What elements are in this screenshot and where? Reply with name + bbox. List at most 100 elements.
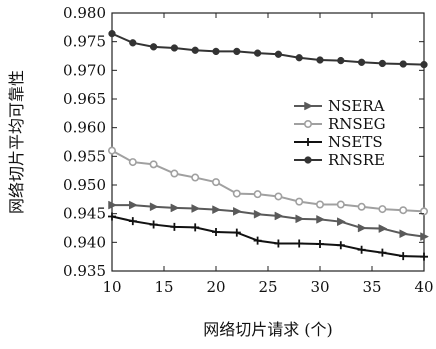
data-point-nsets (191, 223, 200, 232)
legend-label-rnsre: RNSRE (328, 151, 385, 169)
x-tick-label: 20 (206, 278, 225, 296)
data-point-rnseg (128, 158, 137, 167)
data-point-nsets (274, 239, 283, 248)
data-point-rnsre (316, 56, 324, 64)
data-point-nsera (191, 204, 201, 213)
data-point-rnseg (170, 169, 179, 178)
legend-marker-rnsre (304, 156, 312, 164)
legend-item-rnseg: RNSEG (294, 115, 386, 133)
data-point-rnsre (253, 49, 262, 57)
data-point-nsera (420, 232, 430, 242)
data-point-rnsre (108, 29, 116, 38)
data-point-rnsre (337, 56, 345, 65)
series-rnsre (108, 29, 428, 69)
series-line-rnseg (111, 149, 425, 213)
data-point-nsets (316, 240, 324, 249)
data-point-rnseg (191, 173, 200, 182)
legend-marker-nsets (304, 138, 312, 146)
data-point-rnsre (149, 43, 158, 51)
y-tick-label: 0.955 (63, 147, 106, 165)
x-tick-label: 40 (414, 278, 433, 296)
x-tick-label: 10 (102, 278, 121, 296)
data-point-nsera (253, 209, 263, 219)
data-point-nsets (295, 239, 304, 248)
data-point-nsets (170, 222, 179, 231)
y-tick-label: 0.960 (63, 119, 106, 137)
data-point-rnseg (253, 190, 262, 199)
data-point-nsets (420, 252, 428, 261)
y-tick-label: 0.980 (63, 4, 106, 22)
legend-item-nsera: NSERA (294, 97, 385, 115)
x-axis-title: 网络切片请求 (个) (203, 320, 333, 339)
data-point-rnsre (357, 58, 366, 66)
data-point-nsera (399, 229, 409, 239)
data-point-nsera (316, 214, 326, 224)
data-point-rnseg (315, 200, 324, 209)
legend-label-rnseg: RNSEG (328, 115, 386, 133)
data-point-nsets (149, 220, 158, 229)
data-point-nsera (378, 224, 388, 233)
series-line-rnsre (111, 32, 425, 66)
data-point-nsera (295, 214, 305, 224)
data-point-rnsre (399, 60, 407, 68)
data-point-nsera (129, 200, 138, 210)
data-point-nsets (357, 245, 366, 254)
data-point-rnsre (420, 60, 428, 69)
data-point-rnseg (295, 197, 304, 206)
series-group (108, 29, 430, 261)
data-point-nsets (336, 241, 345, 250)
legend-label-nsera: NSERA (328, 97, 385, 115)
data-point-nsets (399, 252, 408, 261)
y-axis-title: 网络切片平均可靠性 (7, 70, 26, 214)
data-point-rnsre (295, 54, 303, 62)
data-point-rnsre (170, 44, 179, 52)
data-point-rnseg (108, 146, 117, 155)
series-rnseg (108, 146, 428, 216)
legend-marker-nsera (304, 101, 314, 111)
x-tick-label: 30 (310, 278, 329, 296)
data-point-nsera (212, 205, 222, 215)
y-tick-label: 0.945 (63, 205, 106, 223)
legend-item-rnsre: RNSRE (294, 151, 385, 169)
data-point-nsera (337, 217, 346, 227)
data-point-nsets (128, 217, 137, 226)
series-nsera (108, 200, 430, 242)
data-point-nsera (357, 223, 367, 233)
y-tick-label: 0.940 (63, 233, 106, 251)
data-point-rnseg (336, 200, 345, 209)
legend-label-nsets: NSETS (328, 133, 383, 151)
legend-marker-rnseg (303, 120, 312, 129)
data-point-rnseg (212, 178, 221, 187)
y-tick-label: 0.950 (63, 176, 106, 194)
y-tick-label: 0.970 (63, 61, 106, 79)
data-point-rnseg (399, 206, 408, 215)
data-point-rnseg (419, 207, 428, 216)
series-line-nsera (112, 204, 425, 238)
data-point-rnsre (378, 59, 387, 68)
series-nsets (108, 212, 428, 261)
data-point-rnseg (232, 189, 241, 198)
data-point-rnsre (233, 47, 241, 56)
data-point-nsets (253, 236, 262, 245)
data-point-rnsre (129, 39, 137, 47)
y-tick-label: 0.935 (63, 262, 106, 280)
data-point-rnseg (357, 202, 366, 211)
data-point-rnsre (191, 46, 199, 54)
data-point-rnseg (149, 160, 158, 169)
data-point-nsets (212, 228, 220, 237)
x-tick-label: 15 (154, 278, 173, 296)
data-point-nsera (233, 206, 242, 216)
legend-item-nsets: NSETS (294, 133, 383, 151)
y-tick-label: 0.965 (63, 90, 106, 108)
data-point-nsets (232, 228, 241, 237)
data-point-nsera (108, 200, 118, 210)
y-tick-label: 0.975 (63, 33, 106, 51)
data-point-rnseg (378, 205, 387, 214)
data-point-nsera (149, 202, 159, 212)
axis-ticks: 10 15 20 25 30 35 40 0.935 0.940 0.945 0.950 0.955 0… (63, 4, 434, 296)
data-point-nsera (170, 203, 180, 213)
data-point-rnseg (274, 192, 283, 201)
